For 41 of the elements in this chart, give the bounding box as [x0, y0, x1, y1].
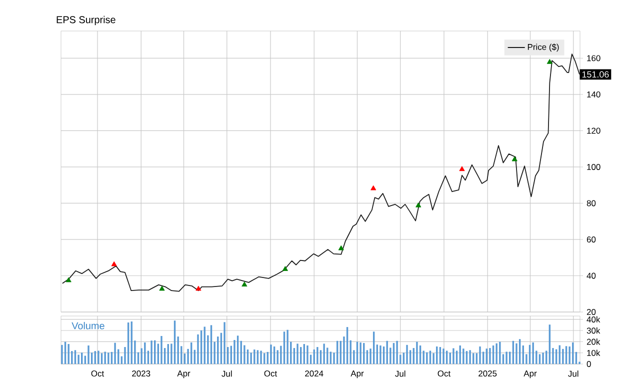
point: [159, 286, 165, 291]
x-tick-label: Jul: [395, 370, 406, 377]
y-tick-label: 60: [586, 236, 596, 242]
point: [459, 166, 465, 172]
y-tick-label: 100: [587, 164, 600, 170]
y-tick-label: 80: [586, 200, 596, 206]
point: [546, 58, 552, 64]
y-tick-label: 10k: [587, 350, 600, 356]
x-tick-label: Oct: [438, 370, 451, 377]
chart-title: EPS Surprise: [56, 16, 116, 26]
annotation: 151.06: [582, 71, 609, 78]
point: [242, 282, 248, 287]
point: [370, 185, 376, 190]
x-tick-label: Oct: [264, 370, 278, 377]
point: [512, 156, 518, 162]
x-tick-label: Jul: [568, 370, 578, 377]
y-tick-label: 20k: [586, 338, 600, 345]
x-tick-label: 2024: [305, 370, 324, 377]
y-tick-label: 120: [587, 128, 600, 134]
point: [66, 277, 72, 282]
x-tick-label: Apr: [524, 370, 537, 378]
y-tick-label: 140: [587, 91, 600, 98]
legend-label: Price ($): [528, 44, 559, 52]
x-tick-label: Apr: [350, 370, 364, 378]
y-tick-label: 40k: [586, 316, 600, 322]
y-tick-label: 0: [586, 361, 591, 367]
x-tick-label: Jul: [222, 370, 232, 377]
y-tick-label: 40: [586, 272, 596, 279]
point: [111, 261, 117, 266]
x-tick-label: Oct: [91, 370, 104, 377]
point: [416, 202, 422, 208]
point: [282, 266, 288, 271]
y-tick-label: 160: [587, 55, 600, 62]
x-tick-label: 2023: [132, 370, 150, 377]
chart-title: Volume: [72, 322, 104, 330]
y-tick-label: 20: [586, 309, 596, 315]
point: [338, 245, 344, 250]
x-tick-label: 2025: [478, 370, 497, 377]
y-tick-label: 30k: [586, 327, 600, 334]
point: [196, 286, 202, 291]
x-tick-label: Apr: [177, 370, 190, 378]
